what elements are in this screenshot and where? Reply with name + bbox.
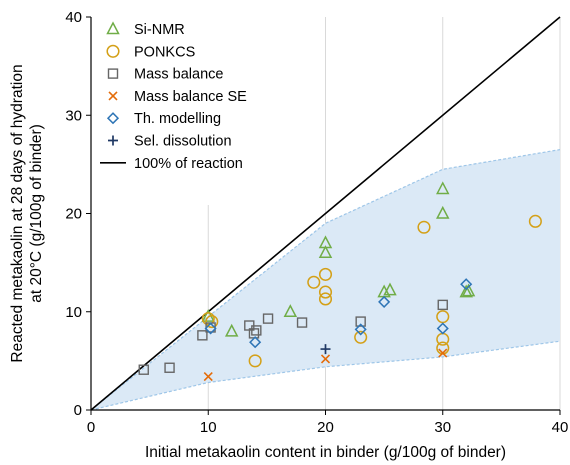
legend-marker-2	[107, 68, 119, 79]
point-x-3-0	[203, 372, 213, 382]
point-diamond-4-4	[436, 322, 449, 335]
point-x-3-1	[320, 354, 331, 364]
point-diamond-4-5	[460, 278, 473, 291]
point-square-2-9	[355, 316, 366, 327]
point-triangle-0-10	[461, 283, 476, 297]
point-circle-1-2	[248, 354, 262, 368]
legend-marker-4	[106, 112, 120, 125]
point-triangle-0-9	[459, 284, 473, 298]
legend-marker-3	[108, 91, 118, 101]
reference-line	[90, 16, 561, 411]
legend-label-1: PONKCS	[134, 44, 195, 60]
point-diamond-4-0	[204, 322, 217, 335]
legend-marker-5	[108, 135, 118, 146]
y-tick-label-1: 10	[65, 304, 82, 321]
legend-label-3: Mass balance SE	[134, 89, 247, 105]
legend-label-0: Si-NMR	[134, 22, 185, 38]
point-square-2-1	[164, 362, 175, 373]
x-tick-label-4: 40	[552, 419, 569, 436]
x-axis-title: Initial metakaolin content in binder (g/…	[145, 444, 506, 461]
point-circle-1-8	[417, 220, 431, 234]
point-triangle-0-6	[383, 282, 397, 296]
y-axis-title-line-2: at 20°C (g/100g of binder)	[28, 124, 45, 303]
legend-label-2: Mass balance	[134, 67, 223, 83]
point-square-2-7	[262, 313, 274, 324]
point-circle-1-7	[354, 330, 368, 344]
point-square-2-8	[296, 317, 308, 328]
point-triangle-0-1	[224, 323, 239, 337]
y-tick-label-3: 30	[65, 107, 82, 124]
y-tick-label-4: 40	[65, 9, 82, 26]
point-triangle-0-7	[436, 181, 450, 195]
x-tick-label-1: 10	[200, 419, 217, 436]
point-diamond-4-2	[354, 323, 367, 336]
point-circle-1-4	[318, 267, 333, 281]
point-circle-1-1	[205, 315, 219, 329]
y-tick-label-0: 0	[74, 402, 82, 419]
point-plus-5-0	[320, 344, 331, 355]
point-diamond-4-3	[378, 295, 391, 308]
point-circle-1-0	[201, 312, 215, 326]
legend-label-4: Th. modelling	[134, 111, 221, 127]
band-lower-edge	[90, 340, 561, 411]
point-diamond-4-1	[249, 336, 262, 349]
y-tick-label-2: 20	[65, 206, 82, 223]
point-triangle-0-4	[318, 245, 333, 259]
point-triangle-0-8	[436, 205, 450, 219]
x-tick-label-3: 30	[434, 419, 451, 436]
x-tick-label-0: 0	[87, 419, 95, 436]
legend-label-5: Sel. dissolution	[134, 134, 232, 150]
legend-marker-0	[106, 21, 120, 35]
point-circle-1-5	[318, 285, 333, 299]
point-circle-1-6	[318, 292, 333, 306]
point-square-2-2	[197, 330, 208, 341]
legend-marker-1	[106, 44, 120, 58]
x-tick-label-2: 20	[317, 419, 334, 436]
point-triangle-0-2	[283, 304, 298, 317]
legend-box	[95, 17, 275, 205]
point-circle-1-3	[307, 275, 321, 289]
y-axis-title-line-1: Reacted metakaolin at 28 days of hydrati…	[9, 64, 26, 362]
point-square-2-6	[251, 325, 262, 336]
point-x-3-2	[438, 348, 448, 358]
legend-label-reference: 100% of reaction	[134, 156, 243, 172]
point-circle-1-12	[528, 214, 542, 228]
point-square-2-10	[437, 299, 448, 311]
point-square-2-0	[138, 364, 149, 375]
